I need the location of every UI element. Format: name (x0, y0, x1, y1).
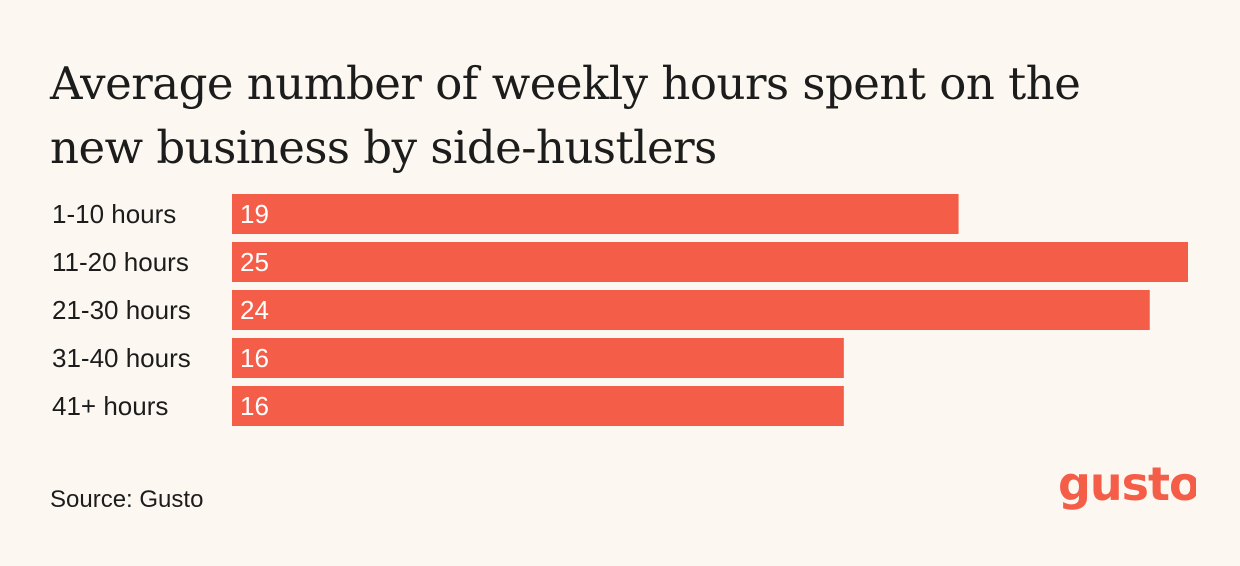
bar (232, 338, 844, 378)
bar (232, 242, 1188, 282)
gusto-logo: gusto (1058, 458, 1196, 511)
category-label: 31-40 hours (52, 343, 191, 373)
bar-value-label: 19 (240, 199, 269, 229)
bar (232, 290, 1150, 330)
bar-value-label: 16 (240, 391, 269, 421)
source-note: Source: Gusto (50, 486, 204, 513)
category-label: 41+ hours (52, 391, 168, 421)
bar (232, 386, 844, 426)
bar-value-label: 16 (240, 343, 269, 373)
gusto-logo-text: gusto (1058, 458, 1196, 511)
bar-value-label: 24 (240, 295, 269, 325)
bar (232, 194, 959, 234)
bars-layer: 1-10 hours 19 11-20 hours 25 21-30 hours 24 31… (52, 194, 1188, 426)
category-label: 11-20 hours (52, 247, 189, 277)
chart-title: Average number of weekly hours spent on … (50, 57, 1081, 174)
category-label: 1-10 hours (52, 199, 176, 229)
category-label: 21-30 hours (52, 295, 191, 325)
bar-value-label: 25 (240, 247, 269, 277)
